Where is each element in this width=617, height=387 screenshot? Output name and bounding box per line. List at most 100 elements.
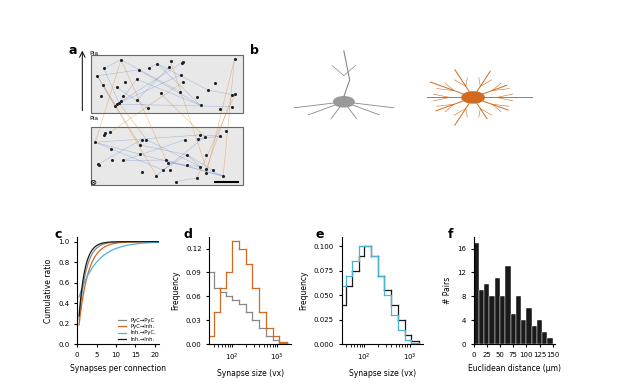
- Text: a: a: [68, 43, 77, 57]
- Point: [221, 128, 231, 134]
- Bar: [495, 279, 500, 344]
- Text: f: f: [447, 228, 453, 241]
- Point: [120, 79, 130, 85]
- Point: [143, 105, 152, 111]
- Point: [135, 151, 144, 157]
- Point: [93, 73, 102, 79]
- Text: Pia: Pia: [89, 51, 98, 56]
- Point: [196, 132, 205, 138]
- Point: [152, 173, 162, 179]
- Point: [228, 91, 238, 98]
- Point: [118, 93, 128, 99]
- Point: [132, 76, 142, 82]
- Point: [208, 167, 218, 173]
- Text: Pia: Pia: [89, 116, 98, 122]
- Bar: [542, 332, 547, 344]
- Point: [94, 162, 104, 168]
- Point: [202, 166, 212, 172]
- Point: [176, 60, 186, 66]
- Point: [193, 136, 203, 142]
- Point: [100, 130, 110, 136]
- Y-axis label: Frequency: Frequency: [299, 271, 308, 310]
- Y-axis label: # Pairs: # Pairs: [442, 277, 452, 304]
- Point: [114, 100, 124, 106]
- Bar: [484, 284, 489, 344]
- Point: [182, 162, 192, 168]
- Point: [175, 89, 185, 95]
- Point: [112, 101, 122, 107]
- Point: [132, 97, 142, 103]
- Point: [99, 132, 109, 138]
- Point: [178, 79, 188, 85]
- Point: [204, 87, 213, 93]
- Bar: [537, 320, 542, 344]
- Point: [110, 103, 120, 109]
- Point: [230, 91, 240, 97]
- Point: [118, 157, 128, 163]
- Point: [138, 169, 147, 175]
- Point: [141, 137, 151, 143]
- Point: [164, 160, 173, 166]
- Point: [136, 137, 146, 143]
- Text: e: e: [315, 228, 324, 241]
- Point: [171, 178, 181, 185]
- Point: [106, 146, 116, 152]
- Bar: [526, 308, 532, 344]
- Bar: [547, 339, 553, 344]
- Bar: [510, 315, 516, 344]
- Point: [158, 167, 168, 173]
- Point: [144, 65, 154, 71]
- Bar: [532, 327, 537, 344]
- Y-axis label: Frequency: Frequency: [172, 271, 180, 310]
- Point: [165, 58, 175, 64]
- Point: [178, 59, 188, 65]
- X-axis label: Synapse size (vx): Synapse size (vx): [349, 369, 416, 378]
- Bar: [91, 55, 243, 113]
- Point: [218, 173, 228, 179]
- Point: [90, 139, 100, 146]
- Point: [200, 134, 210, 140]
- X-axis label: Euclidean distance (μm): Euclidean distance (μm): [468, 364, 561, 373]
- Point: [193, 94, 202, 100]
- Point: [227, 104, 237, 110]
- Bar: [500, 296, 505, 344]
- Point: [192, 175, 202, 181]
- Point: [164, 64, 174, 70]
- Point: [176, 72, 186, 78]
- Point: [155, 91, 165, 97]
- Text: d: d: [183, 228, 192, 241]
- Point: [161, 157, 171, 163]
- Bar: [489, 296, 495, 344]
- Point: [152, 60, 162, 67]
- Legend: PyC→PyC, PyC→Inh., Inh.→PyC., Inh.→Inh.: PyC→PyC, PyC→Inh., Inh.→PyC., Inh.→Inh.: [118, 318, 156, 342]
- Point: [93, 161, 103, 167]
- Point: [116, 57, 126, 63]
- Point: [195, 164, 205, 170]
- Point: [230, 56, 239, 62]
- Y-axis label: Cumulative ratio: Cumulative ratio: [44, 259, 52, 323]
- Bar: [479, 291, 484, 344]
- Point: [99, 65, 109, 72]
- Bar: [505, 267, 510, 344]
- Point: [135, 142, 145, 148]
- Point: [182, 152, 192, 158]
- Text: ⊗: ⊗: [89, 178, 96, 187]
- X-axis label: Synapses per connection: Synapses per connection: [70, 364, 166, 373]
- Point: [112, 84, 122, 91]
- Bar: [91, 127, 243, 185]
- Point: [116, 98, 126, 104]
- Point: [215, 106, 225, 112]
- Bar: [521, 320, 526, 344]
- Point: [201, 170, 211, 176]
- Point: [98, 82, 108, 88]
- Point: [201, 152, 211, 158]
- Point: [196, 102, 205, 108]
- Point: [180, 137, 190, 143]
- Point: [105, 129, 115, 135]
- Point: [107, 156, 117, 163]
- Circle shape: [462, 92, 484, 103]
- Point: [96, 93, 106, 99]
- Text: c: c: [54, 228, 62, 241]
- Point: [165, 167, 175, 173]
- Point: [215, 133, 225, 139]
